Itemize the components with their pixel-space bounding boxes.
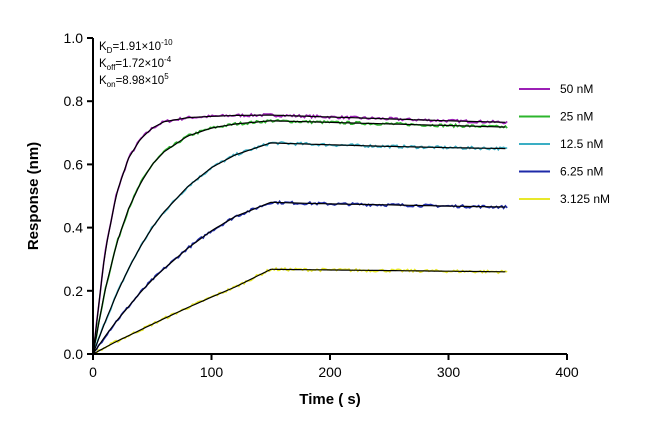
y-tick-label: 0.0 — [64, 346, 84, 362]
x-axis-title: Time ( s) — [299, 391, 360, 408]
x-ticks: 0 100 200 300 400 — [89, 354, 579, 380]
fit-line-6_25-nM — [92, 201, 506, 355]
legend-label: 50 nM — [560, 82, 593, 96]
y-tick-label: 0.2 — [64, 283, 84, 299]
legend: 50 nM 25 nM 12.5 nM 6.25 nM 3.125 nM — [519, 82, 610, 206]
fit-line-25-nM — [92, 120, 506, 355]
series-line-25-nM — [92, 118, 508, 355]
kinetic-constant-D: KD=1.91×10-10 — [99, 38, 173, 55]
legend-label: 25 nM — [560, 110, 593, 124]
series-line-3_125-nM — [92, 266, 508, 355]
x-tick-label: 300 — [437, 364, 461, 380]
x-tick-label: 400 — [555, 364, 579, 380]
fit-line-12_5-nM — [92, 142, 506, 355]
y-axis-title: Response (nm) — [25, 142, 42, 250]
fit-line-50-nM — [92, 114, 506, 355]
k-exponent: -10 — [161, 38, 173, 47]
k-exponent: 5 — [164, 72, 169, 81]
plot-area — [92, 112, 508, 355]
k-exponent: -4 — [164, 55, 172, 64]
x-tick-label: 100 — [200, 364, 224, 380]
k-symbol: K — [99, 58, 107, 70]
k-symbol: K — [99, 75, 107, 87]
k-subscript: off — [107, 63, 117, 72]
kinetic-constant-on: Kon=8.98×105 — [99, 72, 169, 89]
x-tick-label: 0 — [89, 364, 97, 380]
legend-label: 3.125 nM — [560, 192, 610, 206]
k-subscript: on — [107, 80, 116, 89]
y-tick-label: 0.6 — [64, 156, 84, 172]
legend-label: 12.5 nM — [560, 137, 603, 151]
k-subscript: D — [107, 46, 113, 55]
k-value: =8.98×10 — [116, 75, 165, 87]
y-tick-label: 0.8 — [64, 93, 84, 109]
k-symbol: K — [99, 41, 107, 53]
x-tick-label: 200 — [318, 364, 342, 380]
kinetic-constant-off: Koff=1.72×10-4 — [99, 55, 172, 72]
legend-label: 6.25 nM — [560, 165, 603, 179]
y-tick-label: 1.0 — [64, 30, 84, 46]
fit-line-3_125-nM — [92, 268, 506, 355]
k-value: =1.72×10 — [115, 58, 164, 70]
y-ticks: 0.0 0.2 0.4 0.6 0.8 1.0 — [64, 30, 93, 362]
y-tick-label: 0.4 — [64, 220, 84, 236]
k-value: =1.91×10 — [112, 41, 161, 53]
series-line-50-nM — [92, 112, 508, 355]
